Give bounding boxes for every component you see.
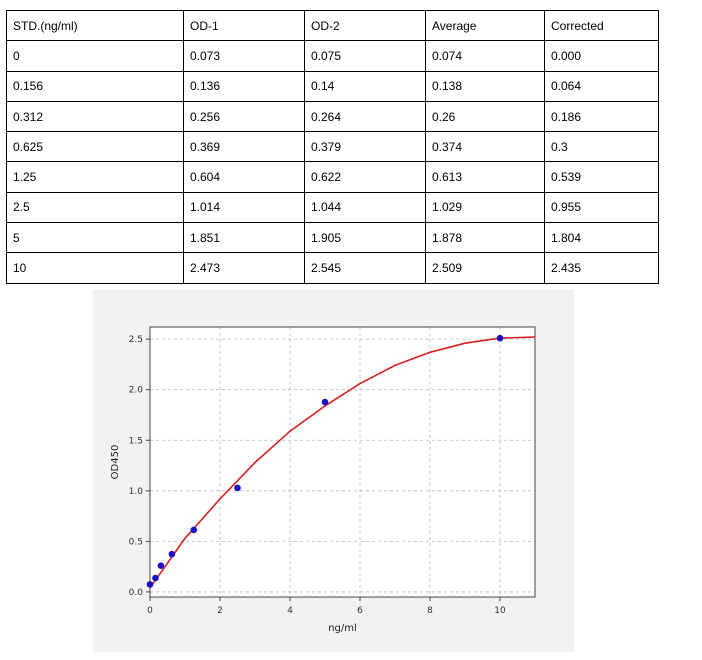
y-tick-label: 1.5	[129, 436, 143, 446]
header-corrected: Corrected	[544, 9, 659, 42]
grid-layer	[149, 327, 535, 597]
table-cell: 2.473	[183, 252, 305, 284]
table-row: 0 0.073 0.075 0.074 0.000	[6, 40, 659, 72]
header-average: Average	[425, 9, 545, 42]
table-row: 1.25 0.604 0.622 0.613 0.539	[6, 161, 659, 193]
y-tick-label: 2.0	[129, 386, 144, 396]
x-tick-label: 0	[147, 606, 153, 616]
data-point	[157, 562, 165, 569]
table-cell: 0.064	[544, 70, 659, 102]
header-od1: OD-1	[183, 9, 305, 42]
table-cell: 0.374	[425, 131, 545, 163]
table-cell: 0.138	[425, 70, 545, 102]
x-tick-label: 8	[427, 606, 433, 616]
table-cell: 0.264	[304, 100, 426, 133]
header-od2: OD-2	[304, 9, 426, 42]
table-cell: 0.073	[183, 40, 305, 72]
table-cell: 1.25	[6, 161, 184, 193]
table-cell: 1.878	[425, 222, 545, 254]
plot-frame	[149, 326, 536, 598]
table-cell: 1.029	[425, 191, 545, 224]
table-cell: 0.604	[183, 161, 305, 193]
table-row: 0.156 0.136 0.14 0.138 0.064	[6, 70, 659, 102]
table-cell: 0.539	[544, 161, 659, 193]
table-row: 2.5 1.014 1.044 1.029 0.955	[6, 191, 659, 224]
table-cell: 2.509	[425, 252, 545, 284]
header-std: STD.(ng/ml)	[6, 9, 184, 42]
data-point	[146, 581, 154, 588]
table-row: 10 2.473 2.545 2.509 2.435	[6, 252, 659, 284]
table-cell: 0.369	[183, 131, 305, 163]
x-tick-label: 6	[357, 606, 363, 616]
standard-curve-chart: 0 2 4 6 8 10 0.0 0.5 1.0 1.5 2.0 2.5 ng/ml OD450	[93, 290, 574, 652]
table-row: 0.625 0.369 0.379 0.374 0.3	[6, 131, 659, 163]
table-cell: 0.312	[6, 100, 184, 133]
plot-background	[150, 327, 535, 597]
table-cell: 2.435	[544, 252, 659, 284]
y-tick-label: 1.0	[129, 487, 144, 497]
table-cell: 0.379	[304, 131, 426, 163]
table-row: 0.312 0.256 0.264 0.26 0.186	[6, 100, 659, 133]
table-cell: 0.622	[304, 161, 426, 193]
table-cell: 2.545	[304, 252, 426, 284]
table-cell: 1.804	[544, 222, 659, 254]
table-cell: 0.14	[304, 70, 426, 102]
table-cell: 0.613	[425, 161, 545, 193]
table-cell: 0.136	[183, 70, 305, 102]
table-cell: 0	[6, 40, 184, 72]
table-cell: 0.26	[425, 100, 545, 133]
table-cell: 0.000	[544, 40, 659, 72]
table-cell: 0.075	[304, 40, 426, 72]
table-cell: 0.625	[6, 131, 184, 163]
y-tick-label: 0.5	[129, 537, 143, 547]
table-cell: 1.905	[304, 222, 426, 254]
table-cell: 5	[6, 222, 184, 254]
chart-canvas: 0 2 4 6 8 10 0.0 0.5 1.0 1.5 2.0 2.5 ng/ml OD450	[110, 326, 536, 634]
table-cell: 0.256	[183, 100, 305, 133]
table-cell: 1.851	[183, 222, 305, 254]
table-header-row: STD.(ng/ml) OD-1 OD-2 Average Corrected	[6, 9, 659, 42]
x-axis-label: ng/ml	[328, 623, 357, 634]
table-cell: 0.156	[6, 70, 184, 102]
x-tick-label: 4	[287, 606, 293, 616]
y-tick-label: 2.5	[129, 335, 143, 345]
data-point	[321, 398, 329, 406]
data-point	[234, 484, 241, 492]
point-layer	[146, 334, 504, 588]
table-cell: 2.5	[6, 191, 184, 224]
table-cell: 0.186	[544, 100, 659, 133]
data-point	[190, 526, 198, 534]
fit-curve-line	[149, 336, 536, 589]
data-point	[152, 574, 159, 582]
table-cell: 0.955	[544, 191, 659, 224]
data-point	[168, 550, 176, 558]
data-point	[496, 334, 504, 342]
x-tick-label: 2	[217, 606, 223, 616]
table-cell: 0.3	[544, 131, 659, 163]
table-cell: 10	[6, 252, 184, 284]
y-tick-label: 0.0	[129, 588, 144, 598]
table-cell: 0.074	[425, 40, 545, 72]
table-cell: 1.014	[183, 191, 305, 224]
x-tick-label: 10	[494, 606, 506, 616]
standards-table: STD.(ng/ml) OD-1 OD-2 Average Corrected …	[6, 9, 659, 284]
table-row: 5 1.851 1.905 1.878 1.804	[6, 222, 659, 254]
y-axis-label: OD450	[110, 445, 121, 480]
table-cell: 1.044	[304, 191, 426, 224]
tick-layer: 0 2 4 6 8 10 0.0 0.5 1.0 1.5 2.0 2.5	[129, 335, 506, 616]
